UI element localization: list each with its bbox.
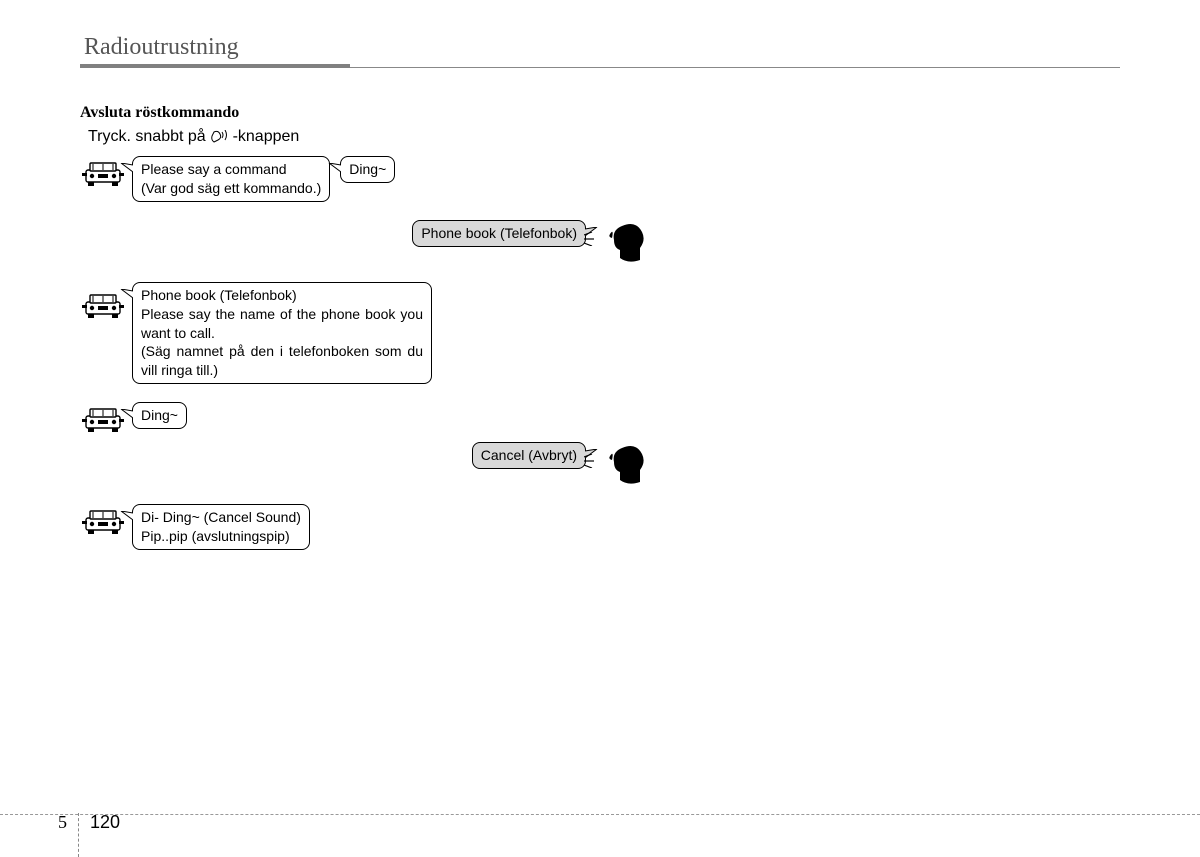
system-bubble-phonebook-response: Phone book (Telefonbok) Please say the n…	[132, 282, 432, 384]
user-bubble-phonebook: Phone book (Telefonbok)	[412, 220, 586, 247]
cancel-line1: Di- Ding~ (Cancel Sound)	[141, 508, 301, 527]
bubble-tail-icon	[119, 511, 133, 521]
section-title: Avsluta röstkommando	[80, 104, 1120, 122]
page-header: Radioutrustning	[80, 34, 1120, 64]
ding-text: Ding~	[349, 161, 386, 177]
manual-page: Radioutrustning Avsluta röstkommando Try…	[0, 0, 1200, 550]
user-cancel-text: Cancel (Avbryt)	[481, 447, 577, 463]
system-bubble-ding: Ding~	[340, 156, 395, 183]
prompt-line1: Please say a command	[141, 160, 321, 179]
system-bubble-cancel-sound: Di- Ding~ (Cancel Sound) Pip..pip (avslu…	[132, 504, 310, 550]
page-number-separator	[78, 813, 79, 857]
bubble-tail-icon	[327, 163, 341, 173]
sound-waves-icon	[584, 232, 598, 246]
page-number-value: 120	[90, 812, 120, 832]
user-phonebook-text: Phone book (Telefonbok)	[421, 225, 577, 241]
phonebook-en: Please say the name of the phone book yo…	[141, 305, 423, 343]
ptt-icon	[210, 130, 228, 144]
phonebook-sv: (Säg namnet på den i telefonboken som du…	[141, 342, 423, 380]
subtitle-suffix: -knappen	[233, 128, 300, 145]
footer-rule	[0, 814, 1200, 815]
header-rule-thick	[80, 64, 350, 68]
cancel-line2: Pip..pip (avslutningspip)	[141, 527, 301, 546]
subtitle-prefix: Tryck. snabbt på	[88, 128, 210, 145]
dialog-area: Please say a command (Var god säg ett ko…	[80, 156, 680, 550]
dialog-row-6: Di- Ding~ (Cancel Sound) Pip..pip (avslu…	[80, 504, 680, 550]
page-number: 5 120	[58, 801, 120, 845]
talking-head-icon	[606, 442, 650, 486]
phonebook-title: Phone book (Telefonbok)	[141, 286, 423, 305]
dialog-row-4: Ding~	[80, 402, 680, 436]
sound-waves-icon	[584, 454, 598, 468]
system-bubble-ding2: Ding~	[132, 402, 187, 429]
user-bubble-cancel: Cancel (Avbryt)	[472, 442, 586, 469]
dialog-row-2: Phone book (Telefonbok)	[80, 220, 680, 264]
section-subtitle: Tryck. snabbt på -knappen	[88, 128, 1120, 146]
bubble-tail-icon	[119, 409, 133, 419]
header-title: Radioutrustning	[80, 34, 1120, 61]
system-bubble-prompt: Please say a command (Var god säg ett ko…	[132, 156, 330, 202]
prompt-line2: (Var god säg ett kommando.)	[141, 179, 321, 198]
ding2-text: Ding~	[141, 407, 178, 423]
talking-head-icon	[606, 220, 650, 264]
dialog-row-3: Phone book (Telefonbok) Please say the n…	[80, 282, 680, 384]
chapter-number: 5	[58, 812, 67, 832]
bubble-tail-icon	[119, 289, 133, 299]
bubble-tail-icon	[119, 163, 133, 173]
dialog-row-5: Cancel (Avbryt)	[80, 442, 680, 486]
dialog-row-1: Please say a command (Var god säg ett ko…	[80, 156, 680, 202]
